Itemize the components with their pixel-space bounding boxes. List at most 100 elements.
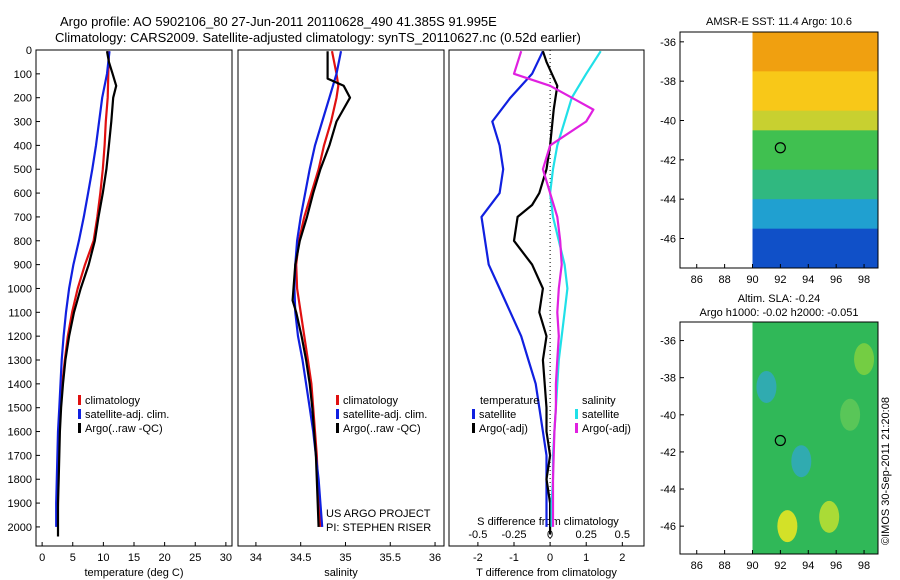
x-tick-label: 30 — [220, 552, 232, 564]
map-band — [752, 71, 878, 112]
title-line-2: Climatology: CARS2009. Satellite-adjuste… — [55, 30, 581, 45]
x-tick-label: 20 — [159, 552, 171, 564]
map-x-tick-label: 86 — [691, 560, 703, 572]
x-tick-label: -1 — [509, 552, 519, 564]
series-line-blue — [480, 50, 548, 527]
y-tick-label: 1400 — [8, 379, 32, 391]
sst-map-title: AMSR-E SST: 11.4 Argo: 10.6 — [706, 16, 852, 28]
sst-map: 86 88 90 92 94 96 98 -36 -38 -40 -42 -44 -46 AMSR-E S… — [660, 16, 879, 286]
series-line-black — [291, 51, 352, 527]
series-line-blue — [55, 51, 111, 527]
map-band — [752, 228, 878, 268]
y-tick-label: 200 — [14, 93, 32, 105]
series-line-magenta — [512, 50, 595, 527]
map-spot — [854, 343, 875, 376]
legend-swatch-black — [336, 423, 339, 433]
map-x-tick-label: 96 — [830, 560, 842, 572]
map-x-tick-label: 94 — [802, 274, 814, 286]
legend-swatch-black — [472, 423, 475, 433]
sla-map-title: Altim. SLA: -0.24 — [738, 293, 821, 305]
y-tick-label: 100 — [14, 69, 32, 81]
legend-label: satellite — [479, 409, 516, 421]
map-x-tick-label: 90 — [746, 560, 758, 572]
top-tick-label: -0.25 — [501, 529, 526, 541]
title-line-1: Argo profile: AO 5902106_80 27-Jun-2011 … — [60, 14, 497, 29]
legend-swatch-blue — [78, 409, 81, 419]
x-tick-label: 35 — [339, 552, 351, 564]
x-tick-label: 0 — [547, 552, 553, 564]
map-x-tick-label: 90 — [746, 274, 758, 286]
map-x-tick-label: 98 — [858, 560, 870, 572]
y-tick-label: 1100 — [8, 307, 32, 319]
y-tick-label: 2000 — [8, 522, 32, 534]
y-tick-label: 1700 — [8, 450, 32, 462]
difference-profile-plot: -2 -1 0 1 2T difference from climatology -0.5… — [448, 49, 645, 579]
top-tick-label: 0.25 — [576, 529, 597, 541]
map-y-tick-label: -42 — [660, 155, 676, 167]
map-band — [752, 110, 878, 131]
argo-position-marker — [774, 434, 786, 447]
map-spot — [840, 398, 861, 431]
map-y-tick-label: -46 — [660, 234, 676, 246]
legend-swatch-black — [78, 423, 81, 433]
map-frame — [679, 321, 879, 555]
map-spot — [819, 500, 840, 533]
legend-group-temperature: temperature — [480, 395, 539, 407]
legend-label: climatology — [85, 395, 141, 407]
x-tick-label: 10 — [97, 552, 109, 564]
map-band — [752, 32, 878, 72]
y-tick-label: 600 — [14, 188, 32, 200]
map-field — [752, 322, 878, 554]
y-tick-label: 1500 — [8, 403, 32, 415]
map-x-tick-label: 86 — [691, 274, 703, 286]
y-tick-label: 1200 — [8, 331, 32, 343]
map-x-tick-label: 92 — [774, 274, 786, 286]
series-line-black — [512, 50, 559, 535]
sla-map: 86 88 90 92 94 96 98 -36 -38 -40 -42 -44 -46 Altim. S… — [660, 293, 879, 572]
legend-swatch-cyan — [575, 409, 578, 419]
map-y-tick-label: -40 — [660, 410, 676, 422]
map-field — [752, 32, 878, 268]
y-tick-label: 1900 — [8, 498, 32, 510]
legend-swatch-blue — [336, 409, 339, 419]
map-x-tick-label: 98 — [858, 274, 870, 286]
x-tick-label: -2 — [473, 552, 483, 564]
map-x-tick-label: 96 — [830, 274, 842, 286]
y-tick-label: 1800 — [8, 474, 32, 486]
x-axis-label: temperature (deg C) — [84, 567, 183, 579]
x-tick-label: 5 — [70, 552, 76, 564]
legend-label: satellite-adj. clim. — [343, 409, 427, 421]
map-y-tick-label: -42 — [660, 447, 676, 459]
map-frame — [679, 31, 879, 269]
y-tick-label: 300 — [14, 117, 32, 129]
map-spot — [777, 510, 798, 543]
legend-label: satellite-adj. clim. — [85, 409, 169, 421]
legend-swatch-magenta — [575, 423, 578, 433]
map-y-tick-label: -36 — [660, 37, 676, 49]
sla-map-subtitle: Argo h1000: -0.02 h2000: -0.051 — [699, 307, 858, 319]
x-axis-label: salinity — [324, 567, 358, 579]
y-tick-label: 1300 — [8, 355, 32, 367]
map-x-tick-label: 88 — [718, 560, 730, 572]
top-tick-label: -0.5 — [468, 529, 487, 541]
legend-swatch-blue — [472, 409, 475, 419]
x-axis-label: T difference from climatology — [476, 567, 617, 579]
y-tick-label: 800 — [14, 236, 32, 248]
y-tick-label: 500 — [14, 164, 32, 176]
legend-label: Argo(..raw -QC) — [343, 423, 421, 435]
map-band — [752, 169, 878, 200]
map-y-tick-label: -38 — [660, 373, 676, 385]
legend-group-salinity: salinity — [582, 395, 616, 407]
map-x-tick-label: 94 — [802, 560, 814, 572]
map-spot — [791, 445, 812, 478]
legend-label: Argo(-adj) — [582, 423, 631, 435]
y-tick-label: 700 — [14, 212, 32, 224]
y-tick-label: 400 — [14, 140, 32, 152]
x-tick-label: 34.5 — [290, 552, 311, 564]
legend-swatch-red — [78, 395, 81, 405]
project-line-2: PI: STEPHEN RISER — [326, 522, 431, 534]
plot-frame — [237, 49, 445, 547]
legend-label: Argo(..raw -QC) — [85, 423, 163, 435]
map-y-tick-label: -40 — [660, 116, 676, 128]
